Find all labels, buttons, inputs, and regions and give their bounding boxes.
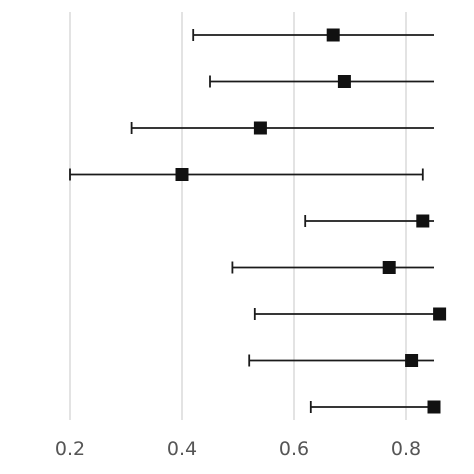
estimate-row xyxy=(209,75,434,88)
x-tick-label: 0.6 xyxy=(279,438,309,460)
estimate-row xyxy=(130,121,434,135)
point-estimate-marker xyxy=(433,307,447,321)
point-estimate-marker xyxy=(337,75,351,88)
point-estimate-marker xyxy=(326,28,340,42)
estimate-row xyxy=(69,168,424,181)
point-estimate-marker xyxy=(427,400,441,414)
x-tick-label: 0.8 xyxy=(391,438,421,460)
point-estimate-marker xyxy=(175,168,189,181)
estimate-row xyxy=(192,28,434,42)
estimate-rows xyxy=(69,28,447,414)
point-estimate-marker xyxy=(405,354,419,367)
x-tick-label: 0.2 xyxy=(55,438,85,460)
x-axis-tick-labels: 0.2 0.4 0.6 0.8 xyxy=(55,438,421,460)
estimate-row xyxy=(253,307,447,321)
point-estimate-marker xyxy=(416,214,430,228)
gridlines xyxy=(69,12,407,420)
estimate-row xyxy=(231,261,434,274)
point-estimate-marker xyxy=(382,261,396,274)
point-estimate-marker xyxy=(253,121,267,135)
estimate-row xyxy=(309,400,441,414)
estimate-row xyxy=(248,354,434,367)
x-tick-label: 0.4 xyxy=(167,438,197,460)
estimate-row xyxy=(304,214,434,228)
